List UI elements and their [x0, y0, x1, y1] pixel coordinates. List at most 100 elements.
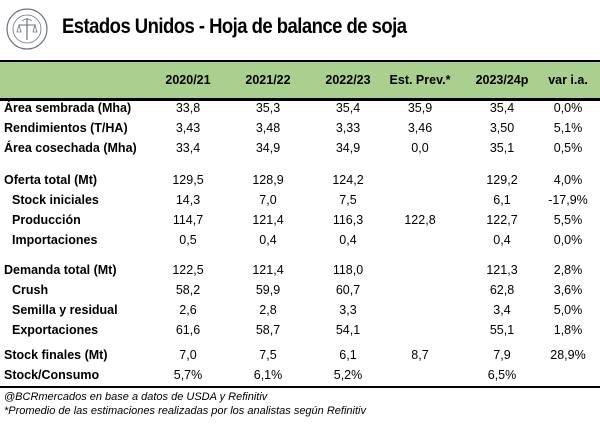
table-row: Crush 58,2 59,9 60,7 62,8 3,6%: [0, 280, 600, 300]
table-cell: 3,48: [255, 121, 281, 135]
table-cell: 0,4: [493, 233, 511, 247]
table-cell: 60,7: [335, 283, 361, 297]
table-cell: 33,8: [175, 101, 201, 115]
table-cell: 129,2: [486, 173, 518, 187]
table-cell: 121,4: [252, 213, 284, 227]
table-cell: 35,4: [335, 101, 361, 115]
column-header: 2021/22: [245, 73, 291, 87]
table-cell: 116,3: [332, 213, 364, 227]
table-cell: 54,1: [335, 323, 361, 337]
table-row: Área sembrada (Mha) 33,8 35,3 35,4 35,9 35,4 0…: [0, 98, 600, 118]
table-cell: 7,9: [493, 348, 511, 362]
table-row: Stock iniciales 14,3 7,0 7,5 6,1 -17,9%: [0, 190, 600, 210]
bcr-logo-seal-icon: [6, 8, 48, 50]
table-cell: 114,7: [172, 213, 204, 227]
column-header: 2022/23: [325, 73, 371, 87]
row-label: Crush: [12, 283, 49, 297]
table-cell: 14,3: [175, 193, 201, 207]
table-cell: 5,7%: [173, 368, 203, 382]
table-cell: 58,2: [175, 283, 201, 297]
table-cell: 121,4: [252, 263, 284, 277]
row-label: Stock/Consumo: [4, 368, 100, 382]
table-cell: 61,6: [175, 323, 201, 337]
column-header: 2020/21: [165, 73, 211, 87]
table-cell: 7,5: [339, 193, 357, 207]
table-cell: 124,2: [332, 173, 364, 187]
table-cell: 3,43: [175, 121, 201, 135]
table-bottom-rule: [0, 386, 600, 388]
table-cell: 55,1: [489, 323, 515, 337]
row-label: Semilla y residual: [12, 303, 118, 317]
table-header: 2020/21 2021/22 2022/23 Est. Prev.* 2023…: [0, 60, 600, 101]
row-label: Stock iniciales: [12, 193, 99, 207]
table-cell: 128,9: [252, 173, 284, 187]
table-cell: 6,5%: [487, 368, 517, 382]
table-cell: 0,0%: [553, 233, 583, 247]
table-cell: 6,1: [493, 193, 511, 207]
table-cell: 3,33: [335, 121, 361, 135]
table-row: Producción 114,7 121,4 116,3 122,8 122,7 5,5%: [0, 210, 600, 230]
table-row: Exportaciones 61,6 58,7 54,1 55,1 1,8%: [0, 320, 600, 340]
table-cell: 0,5%: [553, 141, 583, 155]
table-cell: 2,6: [179, 303, 197, 317]
row-label: Stock finales (Mt): [4, 348, 108, 362]
row-label: Exportaciones: [12, 323, 99, 337]
table-row: Semilla y residual 2,6 2,8 3,3 3,4 5,0%: [0, 300, 600, 320]
table-cell: 3,3: [339, 303, 357, 317]
table-cell: 35,9: [407, 101, 433, 115]
table-cell: 7,0: [179, 348, 197, 362]
row-label: Producción: [12, 213, 81, 227]
page-title: Estados Unidos - Hoja de balance de soja: [62, 15, 407, 38]
table-cell: 0,0: [411, 141, 429, 155]
column-header: Est. Prev.*: [389, 73, 451, 87]
table-cell: 34,9: [255, 141, 281, 155]
table-cell: 3,4: [493, 303, 511, 317]
table-cell: 3,6%: [553, 283, 583, 297]
table-cell: 58,7: [255, 323, 281, 337]
footnote: *Promedio de las estimaciones realizadas…: [4, 405, 366, 417]
row-label: Área sembrada (Mha): [4, 101, 132, 115]
table-cell: 0,4: [339, 233, 357, 247]
table-cell: 5,1%: [553, 121, 583, 135]
table-cell: 7,0: [259, 193, 277, 207]
table-cell: -17,9%: [548, 193, 588, 207]
table-cell: 4,0%: [553, 173, 583, 187]
table-cell: 5,0%: [553, 303, 583, 317]
table-cell: 6,1: [339, 348, 357, 362]
row-label: Oferta total (Mt): [4, 173, 98, 187]
table-cell: 122,7: [486, 213, 518, 227]
table-cell: 0,5: [179, 233, 197, 247]
table-cell: 34,9: [335, 141, 361, 155]
table-cell: 33,4: [175, 141, 201, 155]
table-row: Importaciones 0,5 0,4 0,4 0,4 0,0%: [0, 230, 600, 250]
table-cell: 35,3: [255, 101, 281, 115]
column-header: var i.a.: [548, 73, 588, 87]
table-row: Stock/Consumo 5,7% 6,1% 5,2% 6,5%: [0, 365, 600, 385]
table-row: Rendimientos (T/HA) 3,43 3,48 3,33 3,46 3,50 5…: [0, 118, 600, 138]
table-cell: 1,8%: [553, 323, 583, 337]
table-row: Demanda total (Mt) 122,5 121,4 118,0 121,3 2,…: [0, 260, 600, 280]
row-label: Rendimientos (T/HA): [4, 121, 128, 135]
table-cell: 122,8: [404, 213, 436, 227]
row-label: Importaciones: [12, 233, 98, 247]
table-cell: 3,50: [489, 121, 515, 135]
row-label: Área cosechada (Mha): [4, 141, 137, 155]
table-row: Oferta total (Mt) 129,5 128,9 124,2 129,2 4,0…: [0, 170, 600, 190]
table-cell: 0,0%: [553, 101, 583, 115]
table-cell: 0,4: [259, 233, 277, 247]
table-cell: 62,8: [489, 283, 515, 297]
table-cell: 2,8%: [553, 263, 583, 277]
table-cell: 118,0: [332, 263, 364, 277]
table-row: Área cosechada (Mha) 33,4 34,9 34,9 0,0 35,1 0…: [0, 138, 600, 158]
table-cell: 7,5: [259, 348, 277, 362]
table-cell: 121,3: [486, 263, 518, 277]
table-cell: 59,9: [255, 283, 281, 297]
table-cell: 5,5%: [553, 213, 583, 227]
table-cell: 8,7: [411, 348, 429, 362]
table-row: Stock finales (Mt) 7,0 7,5 6,1 8,7 7,9 28,9%: [0, 345, 600, 365]
table-cell: 6,1%: [253, 368, 283, 382]
row-label: Demanda total (Mt): [4, 263, 117, 277]
source-note: @BCRmercados en base a datos de USDA y R…: [4, 391, 268, 403]
table-cell: 129,5: [172, 173, 204, 187]
